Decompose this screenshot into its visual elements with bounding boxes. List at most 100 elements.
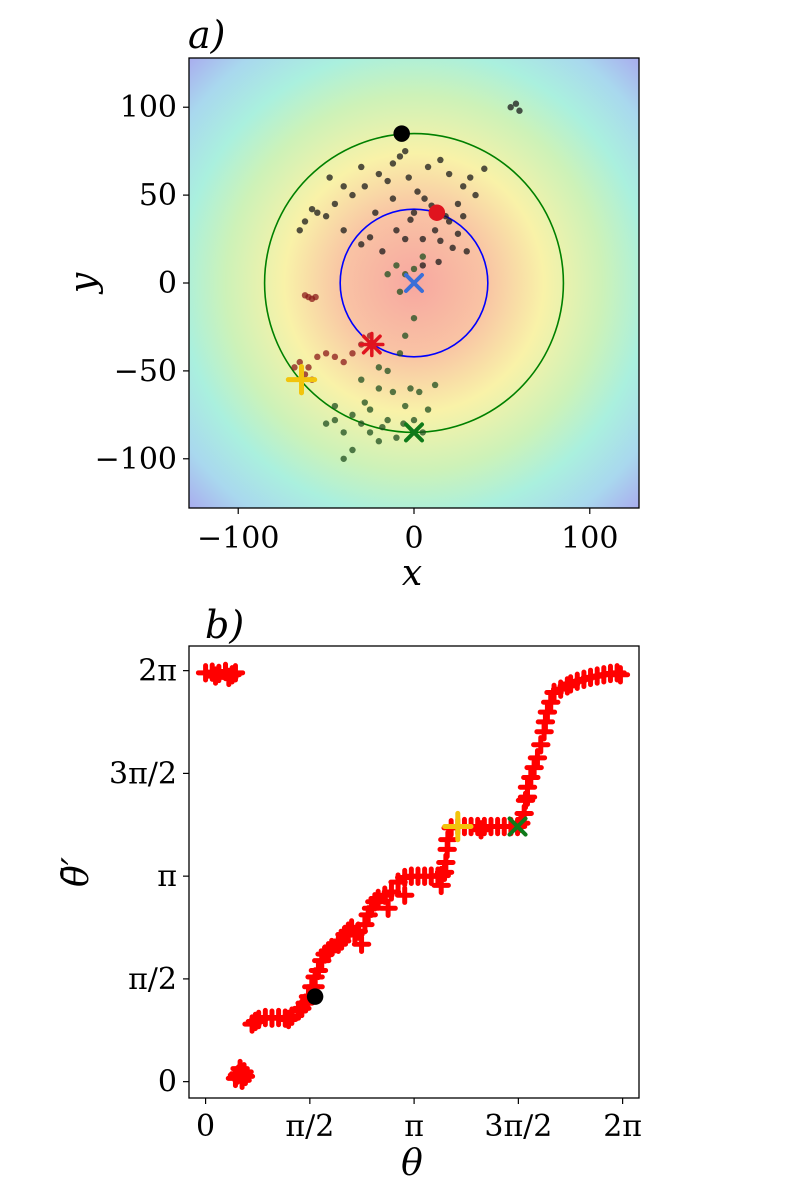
point-a-1: [331, 402, 339, 410]
y-tick-label-b: π/2: [128, 962, 177, 997]
y-ticks-b: 0 π/2 π 3π/2 2π: [109, 654, 189, 1100]
panel-b-label: b): [205, 603, 244, 647]
point-a-0: [445, 170, 453, 178]
point-a-1: [389, 388, 397, 396]
marker-red-circle: [428, 204, 446, 221]
point-a-0: [419, 235, 426, 243]
point-a-1: [410, 314, 418, 322]
y-axis-label-a: y: [63, 272, 104, 295]
point-a-2: [312, 293, 319, 301]
point-a-1: [384, 416, 391, 424]
point-a-0: [358, 163, 365, 171]
x-tick-label-b: 0: [196, 1109, 215, 1144]
point-b-0: [308, 960, 329, 981]
point-a-1: [358, 420, 365, 427]
point-a-0: [366, 234, 374, 241]
y-tick-label-a: 0: [158, 266, 177, 301]
point-a-1: [393, 262, 400, 269]
point-a-1: [331, 416, 339, 424]
point-a-2: [331, 353, 339, 361]
point-a-1: [358, 376, 365, 383]
marker-gold-plus: [285, 363, 318, 396]
marker-green-x: [507, 816, 528, 837]
point-a-1: [379, 423, 386, 431]
point-a-0: [308, 205, 316, 213]
panel-b: b) 0 π/2 π 3π/2 2π 0 π/2 π 3π/2 2π θ θ̄′: [56, 603, 642, 1184]
point-a-1: [410, 265, 418, 273]
point-a-0: [507, 104, 514, 111]
point-a-0: [481, 165, 488, 172]
point-a-0: [322, 213, 330, 220]
point-b-0: [355, 914, 375, 935]
y-ticks-a: −100 −50 0 50 100: [95, 90, 189, 477]
point-a-0: [296, 227, 303, 234]
point-b-0: [381, 882, 402, 902]
point-a-0: [437, 156, 444, 164]
point-a-1: [410, 416, 418, 424]
marker-black-circle: [306, 988, 324, 1005]
point-a-0: [414, 188, 421, 195]
point-a-0: [384, 177, 391, 185]
x-tick-label-b: 2π: [603, 1109, 642, 1144]
point-b-0: [431, 875, 451, 896]
point-a-1: [431, 381, 439, 389]
point-a-1: [396, 350, 404, 357]
point-a-0: [331, 200, 339, 208]
point-a-1: [375, 438, 383, 445]
point-a-1: [393, 434, 400, 441]
point-a-0: [424, 163, 432, 171]
marker-green-x: [404, 422, 424, 443]
y-tick-label-a: 100: [120, 90, 177, 125]
point-a-1: [416, 388, 423, 396]
point-b-0: [517, 787, 538, 807]
point-b-0: [227, 1065, 248, 1085]
point-a-0: [340, 183, 347, 190]
point-a-2: [301, 292, 309, 299]
point-a-1: [366, 406, 374, 413]
panel-a: a) −100 0 100 −100 −50 0 50 100 x y: [63, 13, 640, 594]
point-a-2: [340, 358, 347, 366]
marker-gold-plus: [442, 810, 474, 843]
point-a-0: [472, 191, 479, 199]
point-a-0: [326, 174, 333, 181]
y-tick-label-b: 2π: [138, 654, 177, 689]
marker-red-star: [359, 331, 385, 358]
y-tick-label-b: 3π/2: [109, 756, 177, 791]
point-a-0: [421, 195, 428, 202]
panel-a-label: a): [188, 13, 225, 57]
point-a-0: [301, 218, 309, 225]
point-b-0: [537, 702, 558, 722]
point-a-1: [349, 411, 356, 419]
point-a-0: [402, 147, 409, 155]
point-a-0: [410, 209, 418, 216]
point-a-0: [460, 183, 467, 190]
point-a-0: [437, 237, 444, 245]
point-a-0: [431, 227, 439, 234]
point-a-1: [384, 271, 391, 278]
point-a-1: [366, 429, 374, 436]
y-tick-label-a: −50: [114, 354, 177, 389]
point-b-0: [527, 748, 548, 768]
point-a-0: [358, 241, 365, 248]
point-a-1: [402, 332, 409, 339]
point-a-1: [375, 364, 383, 371]
point-a-0: [393, 227, 400, 234]
point-a-0: [372, 209, 379, 216]
x-tick-label-b: π/2: [285, 1109, 334, 1144]
x-tick-label-a: 0: [404, 521, 423, 556]
point-a-1: [322, 420, 330, 427]
point-a-0: [314, 209, 321, 216]
x-ticks-a: −100 0 100: [197, 508, 618, 556]
point-a-2: [305, 364, 312, 371]
point-a-0: [435, 258, 442, 266]
point-a-1: [384, 367, 391, 375]
point-b-0: [351, 934, 372, 954]
point-a-0: [516, 107, 523, 114]
markers-a: [285, 125, 446, 443]
point-a-0: [405, 174, 412, 181]
y-tick-label-a: −100: [95, 442, 177, 477]
point-a-1: [402, 402, 409, 410]
y-tick-label-b: π: [157, 859, 177, 894]
circle-inner: [339, 208, 489, 358]
point-a-0: [463, 248, 470, 255]
